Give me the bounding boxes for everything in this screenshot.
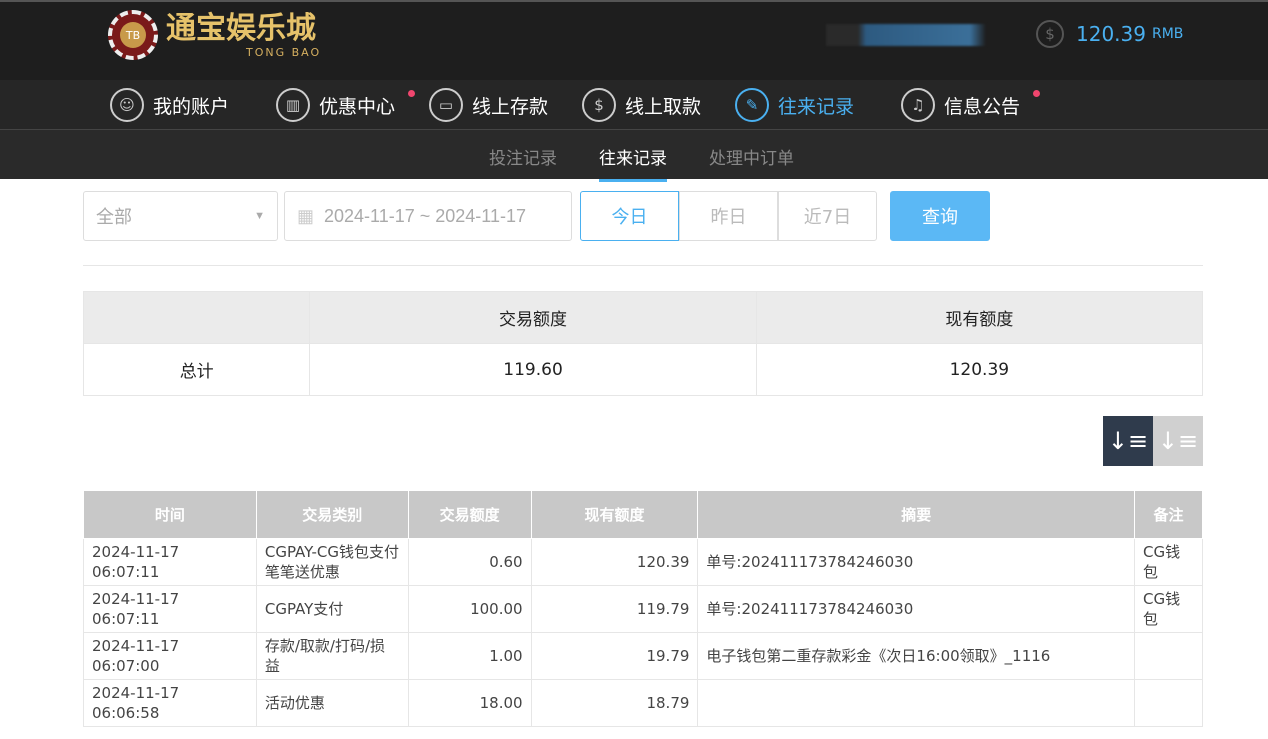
cell-amount: 18.00 bbox=[407, 679, 532, 727]
summary-transaction-amount: 119.60 bbox=[309, 343, 757, 396]
top-header: TB 通宝娱乐城 TONG BAO $ 120.39 RMB bbox=[0, 0, 1268, 80]
cell-balance: 18.79 bbox=[530, 679, 699, 727]
summary-current-balance: 120.39 bbox=[755, 343, 1204, 396]
tab-bet-records[interactable]: 投注记录 bbox=[489, 149, 557, 169]
main-nav: ☺ 我的账户 ▥ 优惠中心 ▭ 线上存款 $ 线上取款 ✎ 往来记录 ♫ 信息公告 bbox=[0, 80, 1268, 130]
cell-amount: 1.00 bbox=[407, 632, 532, 680]
withdraw-icon: $ bbox=[582, 88, 616, 122]
type-select[interactable]: 全部 ▼ bbox=[83, 191, 278, 241]
dollar-icon: $ bbox=[1036, 20, 1064, 48]
logo[interactable]: TB 通宝娱乐城 TONG BAO bbox=[108, 10, 321, 60]
logo-chip-icon: TB bbox=[108, 10, 158, 60]
last-7-days-button[interactable]: 近7日 bbox=[778, 191, 877, 241]
tab-transaction-records[interactable]: 往来记录 bbox=[599, 144, 667, 182]
cell-time: 2024-11-17 06:06:58 bbox=[83, 679, 257, 727]
nav-announcements[interactable]: ♫ 信息公告 bbox=[901, 88, 1040, 122]
sort-asc-icon[interactable]: ↓≡ bbox=[1153, 416, 1203, 466]
gift-icon: ▥ bbox=[276, 88, 310, 122]
username-blurred bbox=[826, 24, 986, 46]
nav-label: 我的账户 bbox=[153, 95, 230, 118]
table-row: 2024-11-17 06:06:58 活动优惠 18.00 18.79 bbox=[83, 679, 1203, 727]
cell-remark: CG钱包 bbox=[1134, 585, 1203, 633]
date-range-value: 2024-11-17 ~ 2024-11-17 bbox=[324, 205, 527, 226]
cell-balance: 119.79 bbox=[530, 585, 699, 633]
table-row: 2024-11-17 06:07:00 存款/取款/打码/损益 1.00 19.79 电… bbox=[83, 632, 1203, 680]
query-button[interactable]: 查询 bbox=[890, 191, 990, 241]
balance-currency: RMB bbox=[1151, 26, 1184, 42]
cell-summary: 电子钱包第二重存款彩金《次日16:00领取》_1116 bbox=[697, 632, 1136, 680]
logo-text: 通宝娱乐城 bbox=[166, 10, 316, 46]
nav-my-account[interactable]: ☺ 我的账户 bbox=[110, 88, 229, 122]
cell-remark: CG钱包 bbox=[1134, 538, 1203, 586]
cell-remark bbox=[1134, 679, 1203, 727]
yesterday-button[interactable]: 昨日 bbox=[679, 191, 778, 241]
summary-header bbox=[82, 291, 311, 344]
balance-amount: 120.39 bbox=[1076, 22, 1146, 46]
table-row: 2024-11-17 06:07:11 CGPAY支付 100.00 119.79 单号… bbox=[83, 585, 1203, 633]
divider bbox=[83, 265, 1203, 266]
cell-summary: 单号:202411173784246030 bbox=[697, 538, 1136, 586]
type-select-value: 全部 bbox=[96, 207, 132, 227]
cell-amount: 100.00 bbox=[407, 585, 532, 633]
col-time: 时间 bbox=[83, 490, 257, 539]
chevron-down-icon: ▼ bbox=[254, 210, 265, 222]
summary-label: 总计 bbox=[82, 343, 311, 396]
cell-type: 存款/取款/打码/损益 bbox=[255, 632, 409, 680]
col-type: 交易类别 bbox=[255, 490, 409, 539]
table-header-row: 时间 交易类别 交易额度 现有额度 摘要 备注 bbox=[83, 490, 1203, 539]
col-balance: 现有额度 bbox=[530, 490, 699, 539]
cell-type: CGPAY-CG钱包支付笔笔送优惠 bbox=[255, 538, 409, 586]
col-amount: 交易额度 bbox=[407, 490, 532, 539]
cell-balance: 120.39 bbox=[530, 538, 699, 586]
nav-label: 信息公告 bbox=[944, 95, 1021, 118]
cell-time: 2024-11-17 06:07:00 bbox=[83, 632, 257, 680]
nav-label: 优惠中心 bbox=[319, 95, 396, 118]
cell-time: 2024-11-17 06:07:11 bbox=[83, 538, 257, 586]
col-summary: 摘要 bbox=[697, 490, 1136, 539]
today-button[interactable]: 今日 bbox=[580, 191, 679, 241]
records-table: 时间 交易类别 交易额度 现有额度 摘要 备注 2024-11-17 06:07… bbox=[83, 490, 1203, 727]
cell-amount: 0.60 bbox=[407, 538, 532, 586]
nav-deposit[interactable]: ▭ 线上存款 bbox=[429, 88, 548, 122]
cell-type: 活动优惠 bbox=[255, 679, 409, 727]
cell-remark bbox=[1134, 632, 1203, 680]
user-icon: ☺ bbox=[110, 88, 144, 122]
deposit-icon: ▭ bbox=[429, 88, 463, 122]
col-remark: 备注 bbox=[1134, 490, 1203, 539]
nav-label: 线上取款 bbox=[625, 95, 702, 118]
logo-chip-text: TB bbox=[120, 22, 146, 48]
cell-balance: 19.79 bbox=[530, 632, 699, 680]
nav-promotions[interactable]: ▥ 优惠中心 bbox=[276, 88, 415, 122]
logo-text-group: 通宝娱乐城 TONG BAO bbox=[166, 10, 322, 59]
notification-dot bbox=[1033, 90, 1040, 97]
cell-summary: 单号:202411173784246030 bbox=[697, 585, 1136, 633]
table-row: 2024-11-17 06:07:11 CGPAY-CG钱包支付笔笔送优惠 0.60… bbox=[83, 538, 1203, 586]
nav-withdraw[interactable]: $ 线上取款 bbox=[582, 88, 701, 122]
balance: $ 120.39 RMB bbox=[1036, 20, 1183, 48]
summary-table: 交易额度 现有额度 总计 119.60 120.39 bbox=[82, 291, 1204, 396]
cell-summary bbox=[697, 679, 1136, 727]
nav-label: 往来记录 bbox=[778, 95, 855, 118]
tab-pending-orders[interactable]: 处理中订单 bbox=[709, 149, 794, 169]
calendar-icon: ▦ bbox=[297, 205, 315, 226]
cell-type: CGPAY支付 bbox=[255, 585, 409, 633]
logo-sub: TONG BAO bbox=[246, 45, 322, 59]
nav-records[interactable]: ✎ 往来记录 bbox=[735, 88, 854, 122]
cell-time: 2024-11-17 06:07:11 bbox=[83, 585, 257, 633]
date-range-input[interactable]: ▦ 2024-11-17 ~ 2024-11-17 bbox=[284, 191, 572, 241]
records-icon: ✎ bbox=[735, 88, 769, 122]
summary-header: 交易额度 bbox=[309, 291, 757, 344]
bell-icon: ♫ bbox=[901, 88, 935, 122]
summary-header: 现有额度 bbox=[755, 291, 1204, 344]
sort-desc-icon[interactable]: ↓≡ bbox=[1103, 416, 1153, 466]
sub-nav: 投注记录 往来记录 处理中订单 bbox=[0, 130, 1268, 182]
nav-label: 线上存款 bbox=[472, 95, 549, 118]
notification-dot bbox=[408, 90, 415, 97]
